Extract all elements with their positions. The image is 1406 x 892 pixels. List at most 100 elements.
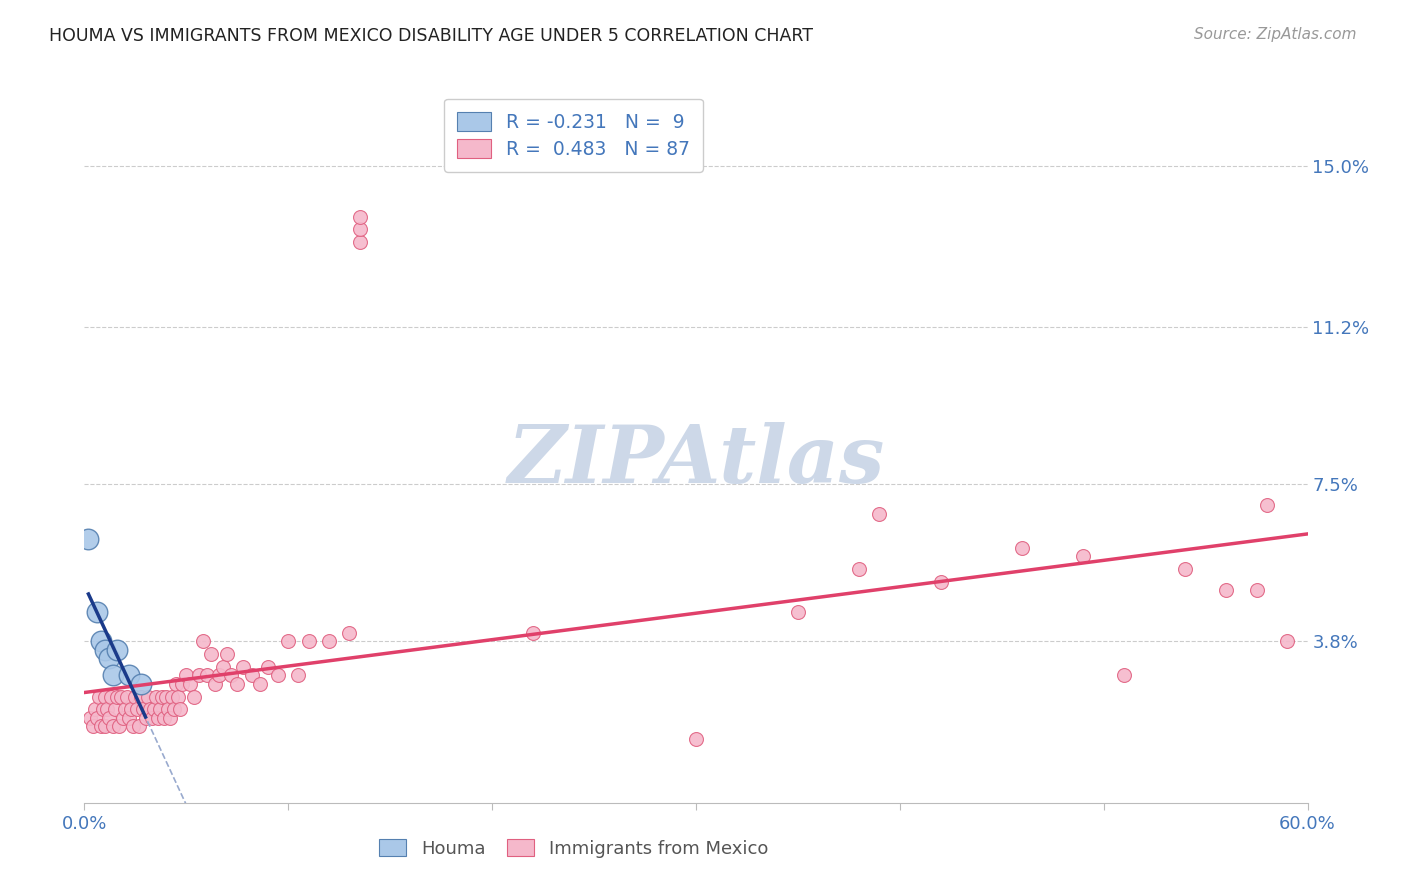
Point [149,702,172,716]
Point [163,702,186,716]
Point [179,677,201,691]
Point [187,668,209,682]
Point [176,668,198,682]
Point [287,668,309,682]
Point [160,690,183,704]
Point [104,702,127,716]
Point [1011,541,1033,555]
Point [118,668,141,682]
Point [83,702,105,716]
Point [232,660,254,674]
Point [200,647,222,661]
Point [195,668,218,682]
Point [141,711,163,725]
Point [167,690,190,704]
Point [165,677,187,691]
Point [108,719,131,733]
Point [349,222,371,236]
Point [101,668,124,682]
Point [120,702,142,716]
Point [96,702,118,716]
Point [191,634,214,648]
Point [90,719,112,733]
Point [153,711,176,725]
Point [787,605,810,619]
Point [172,677,194,691]
Point [114,702,136,716]
Point [142,702,165,716]
Point [155,690,177,704]
Point [1215,583,1237,598]
Point [1114,668,1136,682]
Point [128,719,150,733]
Point [848,562,870,576]
Point [349,210,371,224]
Point [93,690,117,704]
Point [86,711,108,725]
Point [929,574,952,589]
Point [118,711,141,725]
Legend: Houma, Immigrants from Mexico: Houma, Immigrants from Mexico [373,832,775,865]
Point [131,690,153,704]
Point [97,651,120,665]
Point [318,634,340,648]
Point [145,690,167,704]
Point [132,702,155,716]
Point [79,711,101,725]
Point [159,711,181,725]
Point [127,702,149,716]
Point [77,533,100,547]
Point [115,690,138,704]
Text: Source: ZipAtlas.com: Source: ZipAtlas.com [1194,27,1357,42]
Point [105,690,128,704]
Point [86,605,108,619]
Point [257,660,280,674]
Point [298,634,321,648]
Point [204,677,226,691]
Point [522,626,544,640]
Point [1073,549,1095,564]
Point [97,711,120,725]
Point [87,690,110,704]
Point [131,677,153,691]
Point [869,507,891,521]
Point [91,702,114,716]
Point [339,626,361,640]
Point [685,732,707,747]
Point [90,634,112,648]
Point [212,660,235,674]
Point [135,711,157,725]
Point [156,702,179,716]
Point [277,634,299,648]
Point [105,643,128,657]
Text: ZIPAtlas: ZIPAtlas [508,422,884,499]
Point [1277,634,1299,648]
Point [1256,499,1278,513]
Point [112,711,135,725]
Point [82,719,104,733]
Text: HOUMA VS IMMIGRANTS FROM MEXICO DISABILITY AGE UNDER 5 CORRELATION CHART: HOUMA VS IMMIGRANTS FROM MEXICO DISABILI… [49,27,813,45]
Point [226,677,249,691]
Point [267,668,290,682]
Point [93,643,117,657]
Point [349,235,371,249]
Point [122,719,145,733]
Point [249,677,271,691]
Point [146,711,169,725]
Point [1246,583,1268,598]
Point [1174,562,1197,576]
Point [150,690,173,704]
Point [217,647,239,661]
Point [93,719,117,733]
Point [124,690,146,704]
Point [240,668,263,682]
Point [136,690,159,704]
Point [208,668,231,682]
Point [169,702,191,716]
Point [138,702,160,716]
Point [183,690,205,704]
Point [101,719,124,733]
Point [219,668,242,682]
Point [100,690,122,704]
Point [110,690,132,704]
